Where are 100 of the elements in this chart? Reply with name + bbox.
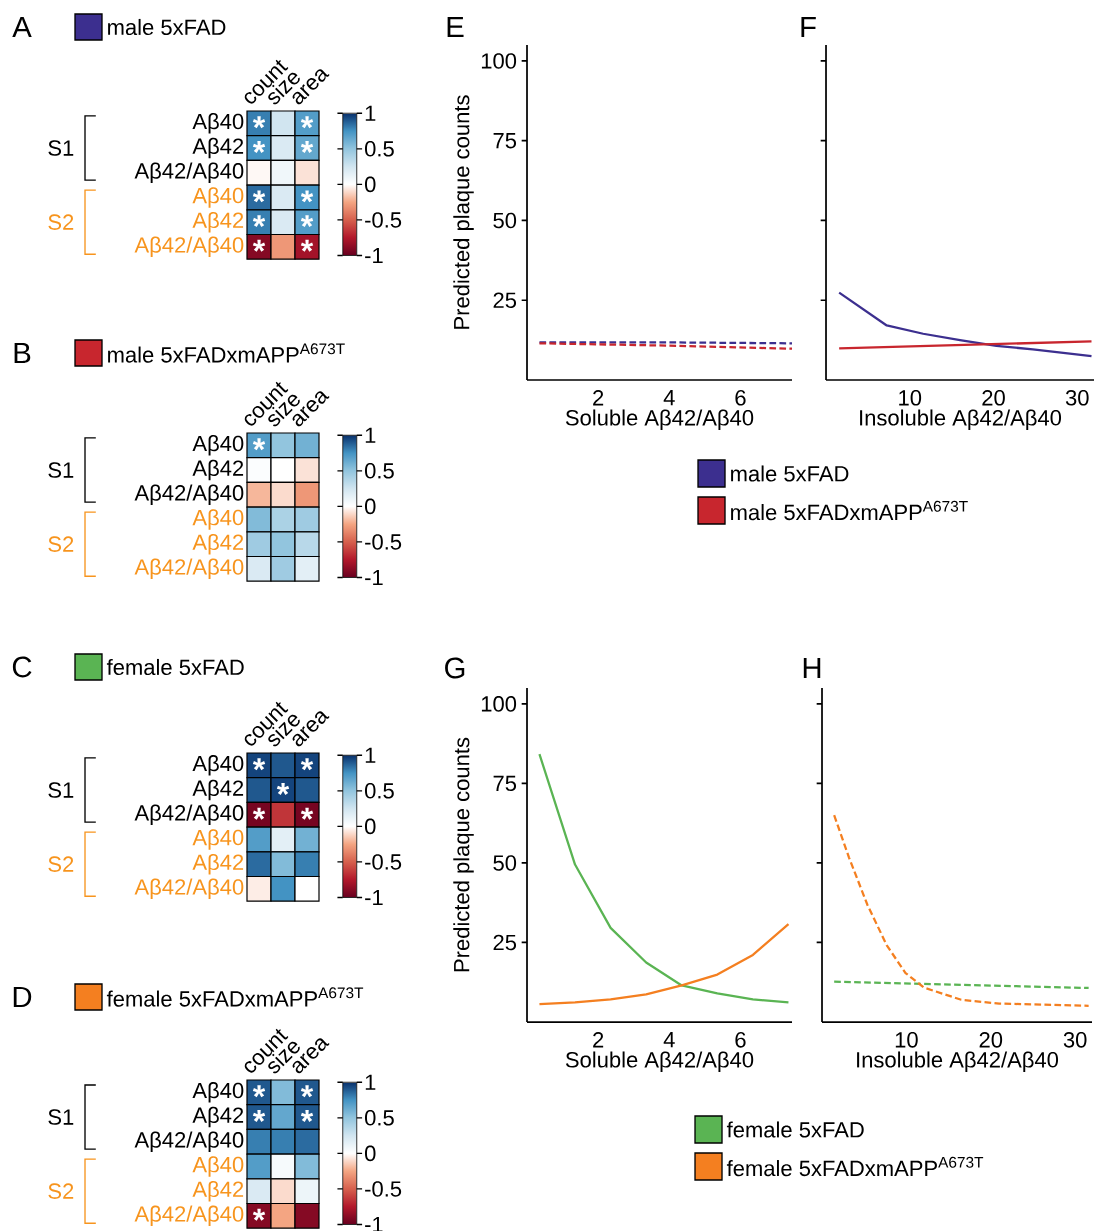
data-label: * — [252, 1110, 266, 1122]
y-tick-label: Aβ42/Aβ40 — [134, 804, 244, 826]
color-bar-label: -0.5 — [365, 534, 402, 550]
chart-title: C — [12, 656, 32, 678]
y-tick-label: Aβ40 — [192, 435, 244, 456]
data-label: * — [252, 239, 266, 252]
chart-subtitle: male 5xFADxmAPP$^{A673T}$ — [108, 343, 345, 363]
y-tick-label: Aβ42/Aβ40 — [134, 558, 244, 580]
data-label: * — [252, 1208, 266, 1221]
y-axis-title: Predicted plaque counts — [453, 95, 474, 329]
y-tick-label: Aβ42 — [192, 459, 244, 481]
color-bar-label: -0.5 — [365, 854, 402, 870]
color-bar-label: 1 — [365, 105, 376, 121]
x-tick-label: 30 — [1063, 1032, 1087, 1048]
data-label: * — [252, 438, 266, 451]
data-label: * — [300, 758, 314, 771]
color-bar-label: 0.5 — [364, 141, 394, 157]
color-bar-label: -1 — [365, 247, 383, 264]
color-bar-label: 1 — [365, 427, 376, 443]
data-label: * — [300, 141, 314, 153]
y-tick-label: Aβ40 — [192, 509, 244, 530]
text: S1 — [48, 140, 74, 156]
color-bar-label: 0.5 — [364, 463, 394, 479]
x-tick-label: 10 — [895, 1032, 918, 1048]
y-tick-label: Aβ42 — [192, 1106, 244, 1128]
color-bar-label: 0 — [364, 176, 376, 193]
chart-subtitle: female 5xFAD — [106, 658, 244, 676]
y-tick-label: Aβ42/Aβ40 — [134, 162, 244, 183]
data-label: * — [300, 190, 314, 203]
x-axis-title: Insoluble Aβ42/Aβ40 — [857, 1051, 1059, 1072]
x-tick-label: 4 — [663, 390, 675, 406]
data-label: * — [252, 141, 266, 153]
y-tick-label: 75 — [493, 775, 517, 792]
color-bar-label: 0 — [364, 498, 376, 515]
y-tick-label: Aβ42/Aβ40 — [134, 484, 244, 506]
data-label: * — [300, 1085, 314, 1098]
x-tick-label: 6 — [735, 390, 746, 406]
y-tick-label: Aβ42/Aβ40 — [134, 1205, 244, 1227]
chart-title: H — [803, 657, 821, 679]
color-bar-label: 1 — [365, 1074, 376, 1090]
line-series — [538, 922, 790, 1006]
color-bar-label: -1 — [365, 889, 383, 906]
y-tick-label: Aβ40 — [192, 187, 244, 208]
data-label: * — [252, 116, 266, 129]
data-label: * — [252, 215, 266, 228]
y-tick-label: Aβ42/Aβ40 — [134, 236, 244, 258]
data-label: * — [300, 807, 314, 820]
text: S1 — [48, 782, 74, 798]
y-tick-label: Aβ42 — [192, 853, 244, 875]
y-tick-label: Aβ42 — [192, 533, 244, 555]
x-tick-label: 6 — [735, 1032, 746, 1048]
data-label: * — [300, 215, 314, 228]
text: S1 — [48, 462, 74, 478]
data-label: * — [300, 1110, 314, 1122]
x-tick-label: 2 — [593, 390, 604, 406]
x-tick-label: 30 — [1065, 390, 1089, 406]
y-tick-label: Aβ42 — [192, 211, 244, 233]
color-bar-label: -0.5 — [365, 1181, 402, 1197]
text: S2 — [48, 536, 74, 552]
y-tick-label: Aβ42 — [192, 1180, 244, 1202]
legend-label: female 5xFADxmAPP$^{A673T}$ — [726, 1156, 984, 1177]
color-bar-label: -1 — [365, 569, 383, 586]
y-tick-label: Aβ42 — [192, 137, 244, 159]
y-tick-label: 25 — [493, 934, 517, 951]
text: S2 — [48, 856, 74, 872]
chart-title: G — [445, 657, 465, 679]
legend-label: male 5xFADxmAPP$^{A673T}$ — [731, 500, 968, 521]
color-bar-label: 0 — [364, 818, 376, 835]
data-label: * — [252, 190, 266, 203]
text: S2 — [48, 1183, 74, 1199]
chart-title: F — [801, 16, 816, 38]
data-label: * — [300, 116, 314, 129]
text: S2 — [48, 214, 74, 230]
y-tick-label: 50 — [493, 855, 517, 871]
y-tick-label: 100 — [481, 53, 517, 69]
y-tick-label: 100 — [481, 696, 517, 712]
data-label: * — [252, 1085, 266, 1098]
chart-subtitle: female 5xFADxmAPP$^{A673T}$ — [106, 987, 364, 1007]
y-tick-label: Aβ42 — [192, 779, 244, 801]
x-tick-label: 4 — [663, 1032, 675, 1048]
y-tick-label: Aβ40 — [192, 1082, 244, 1103]
legend-label: female 5xFAD — [726, 1121, 864, 1138]
color-bar-label: 0 — [364, 1145, 376, 1162]
y-tick-label: Aβ42/Aβ40 — [134, 878, 244, 900]
data-label: * — [300, 239, 314, 252]
chart-subtitle: male 5xFAD — [108, 18, 226, 36]
y-axis-title: Predicted plaque counts — [453, 737, 474, 972]
x-axis-title: Soluble Aβ42/Aβ40 — [565, 409, 754, 430]
color-bar-label: -0.5 — [365, 212, 402, 228]
y-tick-label: 25 — [493, 292, 517, 309]
x-tick-label: 2 — [593, 1032, 604, 1048]
y-tick-label: 75 — [493, 133, 517, 149]
data-label: * — [252, 807, 266, 820]
chart-title: B — [14, 342, 31, 364]
chart-title: A — [12, 16, 32, 38]
line-series — [538, 753, 790, 1004]
color-bar-label: 1 — [365, 747, 376, 763]
x-tick-label: 20 — [979, 1032, 1003, 1048]
data-label: * — [276, 783, 290, 795]
chart-title: D — [13, 986, 32, 1008]
